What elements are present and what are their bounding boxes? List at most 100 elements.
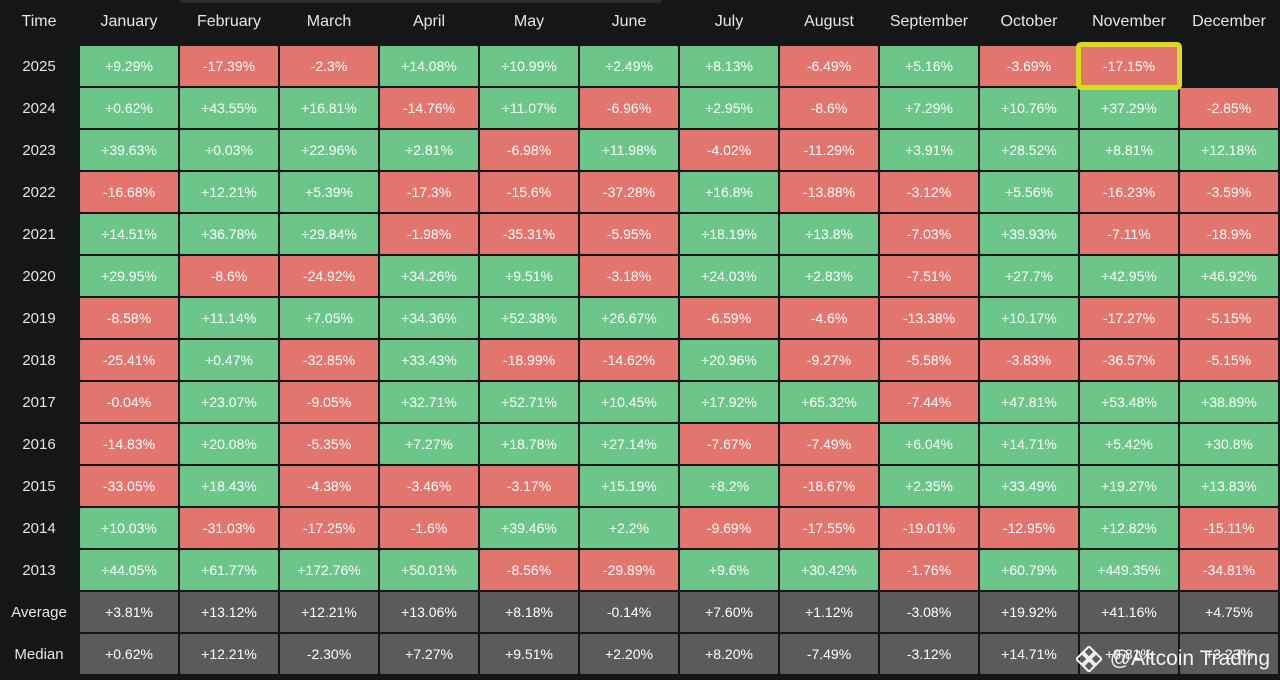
column-header-january: January bbox=[100, 13, 158, 30]
cell-2025-june: +2.49% bbox=[580, 46, 678, 86]
cell-2023-january: +39.63% bbox=[80, 130, 178, 170]
cell-2013-march: +172.76% bbox=[280, 550, 378, 590]
cell-2014-october: -12.95% bbox=[980, 508, 1078, 548]
cell-2022-may: -15.6% bbox=[480, 172, 578, 212]
cell-2016-july: -7.67% bbox=[680, 424, 778, 464]
cell-2024-april: -14.76% bbox=[380, 88, 478, 128]
cell-average-december: +4.75% bbox=[1180, 592, 1278, 632]
cell-2016-may: +18.78% bbox=[480, 424, 578, 464]
cell-2025-december bbox=[1180, 46, 1278, 86]
cell-2025-september: +5.16% bbox=[880, 46, 978, 86]
cell-median-october: +14.71% bbox=[980, 634, 1078, 674]
row-label-2018: 2018 bbox=[22, 351, 56, 369]
cell-2021-september: -7.03% bbox=[880, 214, 978, 254]
row-label-median: Median bbox=[14, 645, 64, 663]
cell-2023-august: -11.29% bbox=[780, 130, 878, 170]
cell-2013-august: +30.42% bbox=[780, 550, 878, 590]
cell-median-september: -3.12% bbox=[880, 634, 978, 674]
cell-2025-february: -17.39% bbox=[180, 46, 278, 86]
cell-2015-june: +15.19% bbox=[580, 466, 678, 506]
column-header-july: July bbox=[714, 13, 744, 30]
cell-2016-october: +14.71% bbox=[980, 424, 1078, 464]
cell-2020-april: +34.26% bbox=[380, 256, 478, 296]
cell-2018-february: +0.47% bbox=[180, 340, 278, 380]
cell-2017-november: +53.48% bbox=[1080, 382, 1178, 422]
cell-average-february: +13.12% bbox=[180, 592, 278, 632]
cell-2014-march: -17.25% bbox=[280, 508, 378, 548]
column-header-march: March bbox=[306, 13, 352, 30]
top-scroll-bar bbox=[180, 0, 662, 3]
cell-2016-june: +27.14% bbox=[580, 424, 678, 464]
cell-2016-december: +30.8% bbox=[1180, 424, 1278, 464]
cell-2022-august: -13.88% bbox=[780, 172, 878, 212]
cell-2019-march: +7.05% bbox=[280, 298, 378, 338]
cell-2025-april: +14.08% bbox=[380, 46, 478, 86]
row-label-2020: 2020 bbox=[22, 267, 56, 285]
cell-2023-april: +2.81% bbox=[380, 130, 478, 170]
cell-2022-july: +16.8% bbox=[680, 172, 778, 212]
cell-2014-september: -19.01% bbox=[880, 508, 978, 548]
row-label-2017: 2017 bbox=[22, 393, 56, 411]
cell-2014-november: +12.82% bbox=[1080, 508, 1178, 548]
cell-2023-june: +11.98% bbox=[580, 130, 678, 170]
cell-2017-october: +47.81% bbox=[980, 382, 1078, 422]
cell-2019-october: +10.17% bbox=[980, 298, 1078, 338]
cell-2017-april: +32.71% bbox=[380, 382, 478, 422]
cell-2021-december: -18.9% bbox=[1180, 214, 1278, 254]
cell-2017-january: -0.04% bbox=[80, 382, 178, 422]
cell-2015-february: +18.43% bbox=[180, 466, 278, 506]
cell-2018-june: -14.62% bbox=[580, 340, 678, 380]
cell-2016-september: +6.04% bbox=[880, 424, 978, 464]
cell-2021-march: +29.84% bbox=[280, 214, 378, 254]
cell-2024-september: +7.29% bbox=[880, 88, 978, 128]
cell-2019-january: -8.58% bbox=[80, 298, 178, 338]
cell-2019-september: -13.38% bbox=[880, 298, 978, 338]
cell-2022-november: -16.23% bbox=[1080, 172, 1178, 212]
cell-2013-november: +449.35% bbox=[1080, 550, 1178, 590]
watermark: @Altcoin Trading bbox=[1075, 646, 1270, 672]
cell-2019-november: -17.27% bbox=[1080, 298, 1178, 338]
binance-diamond-icon bbox=[1075, 646, 1102, 672]
corner-header: Time bbox=[21, 13, 57, 30]
cell-average-july: +7.60% bbox=[680, 592, 778, 632]
cell-median-february: +12.21% bbox=[180, 634, 278, 674]
cell-median-july: +8.20% bbox=[680, 634, 778, 674]
cell-2015-march: -4.38% bbox=[280, 466, 378, 506]
column-header-august: August bbox=[804, 13, 854, 30]
cell-2024-august: -8.6% bbox=[780, 88, 878, 128]
cell-2013-october: +60.79% bbox=[980, 550, 1078, 590]
cell-2025-march: -2.3% bbox=[280, 46, 378, 86]
cell-2022-june: -37.28% bbox=[580, 172, 678, 212]
cell-2025-may: +10.99% bbox=[480, 46, 578, 86]
column-header-february: February bbox=[196, 13, 262, 30]
cell-2018-may: -18.99% bbox=[480, 340, 578, 380]
cell-median-april: +7.27% bbox=[380, 634, 478, 674]
cell-2014-june: +2.2% bbox=[580, 508, 678, 548]
cell-2019-february: +11.14% bbox=[180, 298, 278, 338]
cell-2023-may: -6.98% bbox=[480, 130, 578, 170]
cell-2018-november: -36.57% bbox=[1080, 340, 1178, 380]
cell-2021-may: -35.31% bbox=[480, 214, 578, 254]
cell-2017-august: +65.32% bbox=[780, 382, 878, 422]
cell-2014-february: -31.03% bbox=[180, 508, 278, 548]
row-label-2024: 2024 bbox=[22, 99, 56, 117]
cell-2014-may: +39.46% bbox=[480, 508, 578, 548]
cell-2023-october: +28.52% bbox=[980, 130, 1078, 170]
cell-2013-september: -1.76% bbox=[880, 550, 978, 590]
column-header-april: April bbox=[412, 13, 445, 30]
cell-2014-january: +10.03% bbox=[80, 508, 178, 548]
watermark-text: @Altcoin Trading bbox=[1109, 647, 1270, 670]
cell-2020-june: -3.18% bbox=[580, 256, 678, 296]
cell-2017-july: +17.92% bbox=[680, 382, 778, 422]
cell-2020-march: -24.92% bbox=[280, 256, 378, 296]
cell-2024-october: +10.76% bbox=[980, 88, 1078, 128]
cell-2014-december: -15.11% bbox=[1180, 508, 1278, 548]
cell-2025-october: -3.69% bbox=[980, 46, 1078, 86]
cell-2025-july: +8.13% bbox=[680, 46, 778, 86]
cell-2023-december: +12.18% bbox=[1180, 130, 1278, 170]
cell-2025-november: -17.15% bbox=[1076, 42, 1182, 90]
cell-2024-march: +16.81% bbox=[280, 88, 378, 128]
cell-2016-january: -14.83% bbox=[80, 424, 178, 464]
cell-2016-february: +20.08% bbox=[180, 424, 278, 464]
